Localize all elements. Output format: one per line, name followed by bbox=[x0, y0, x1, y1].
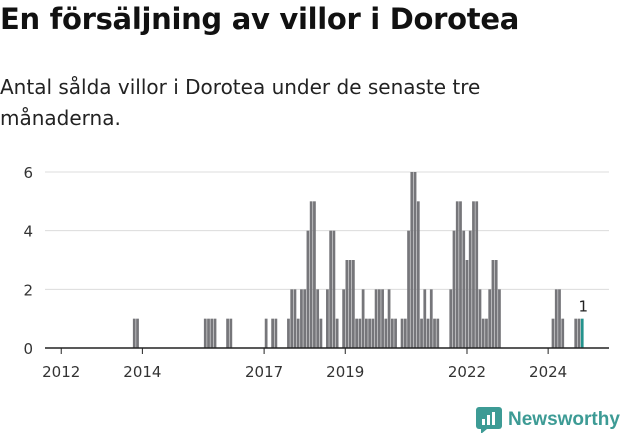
bar bbox=[368, 318, 371, 348]
y-tick-label: 0 bbox=[23, 340, 33, 358]
bar bbox=[426, 318, 430, 348]
bar bbox=[332, 230, 336, 348]
bar bbox=[345, 260, 349, 348]
bar bbox=[207, 318, 210, 348]
bar bbox=[462, 230, 466, 348]
page-subtitle: Antal sålda villor i Dorotea under de se… bbox=[0, 75, 481, 130]
bar bbox=[416, 201, 420, 348]
bar bbox=[374, 289, 378, 348]
bar bbox=[410, 172, 414, 348]
bar bbox=[433, 318, 436, 348]
bar bbox=[403, 318, 407, 348]
bar bbox=[290, 289, 294, 348]
bar bbox=[498, 289, 501, 348]
bar bbox=[287, 318, 290, 348]
bar bbox=[203, 318, 207, 348]
bar bbox=[313, 201, 316, 348]
bar bbox=[361, 289, 365, 348]
bar bbox=[136, 318, 139, 348]
bar bbox=[472, 201, 475, 348]
bar bbox=[355, 318, 358, 348]
bar bbox=[329, 230, 333, 348]
bar bbox=[377, 289, 381, 348]
x-tick-label: 2017 bbox=[245, 363, 283, 381]
bar bbox=[436, 318, 440, 348]
bar bbox=[387, 289, 391, 348]
bar bbox=[371, 318, 375, 348]
bar bbox=[561, 318, 565, 348]
bar bbox=[229, 318, 233, 348]
bar bbox=[390, 318, 394, 348]
bar bbox=[348, 260, 352, 348]
x-tick-label: 2022 bbox=[448, 363, 486, 381]
bar bbox=[309, 201, 313, 348]
newsworthy-icon bbox=[476, 407, 502, 433]
bar-highlight bbox=[580, 318, 584, 348]
bar bbox=[132, 318, 136, 348]
bar bbox=[420, 318, 423, 348]
bar-chart: 0 2 4 6 1 2012 2014 2017 2019 2022 2024 bbox=[23, 164, 609, 381]
bar bbox=[342, 289, 346, 348]
y-tick-label: 2 bbox=[23, 281, 33, 299]
x-tick-label: 2024 bbox=[529, 363, 567, 381]
bar bbox=[300, 289, 303, 348]
bar bbox=[468, 230, 472, 348]
bar bbox=[384, 318, 388, 348]
x-tick-label: 2019 bbox=[326, 363, 364, 381]
bar bbox=[429, 289, 433, 348]
x-tick-label: 2014 bbox=[123, 363, 161, 381]
bar bbox=[226, 318, 229, 348]
bar bbox=[358, 318, 362, 348]
bar bbox=[316, 289, 320, 348]
bar bbox=[413, 172, 417, 348]
bar bbox=[271, 318, 275, 348]
bar bbox=[381, 289, 384, 348]
bar bbox=[264, 318, 268, 348]
bar bbox=[558, 289, 561, 348]
bar bbox=[326, 289, 329, 348]
bar bbox=[293, 289, 297, 348]
bar bbox=[554, 289, 558, 348]
bar bbox=[551, 318, 555, 348]
x-tick-label: 2012 bbox=[42, 363, 80, 381]
bar bbox=[306, 230, 310, 348]
bar bbox=[319, 318, 323, 348]
bar bbox=[394, 318, 397, 348]
bar bbox=[210, 318, 214, 348]
bar bbox=[488, 289, 492, 348]
bar bbox=[481, 318, 485, 348]
bar bbox=[400, 318, 404, 348]
bar bbox=[577, 318, 581, 348]
bar bbox=[465, 260, 469, 348]
newsworthy-brand-name: Newsworthy bbox=[508, 409, 620, 430]
page-title: En försäljning av villor i Dorotea bbox=[0, 2, 519, 36]
bar bbox=[423, 289, 427, 348]
y-tick-label: 6 bbox=[23, 164, 33, 182]
bar bbox=[494, 260, 498, 348]
bar bbox=[296, 318, 300, 348]
newsworthy-logo: Newsworthy bbox=[476, 407, 620, 433]
bar bbox=[459, 201, 462, 348]
bar bbox=[491, 260, 495, 348]
bar bbox=[478, 289, 482, 348]
bar bbox=[485, 318, 488, 348]
y-tick-label: 4 bbox=[23, 223, 33, 241]
bar bbox=[335, 318, 339, 348]
bar bbox=[574, 318, 578, 348]
bar bbox=[455, 201, 459, 348]
bar bbox=[274, 318, 278, 348]
bar bbox=[351, 260, 355, 348]
bar-value-label: 1 bbox=[578, 298, 588, 316]
bar bbox=[475, 201, 479, 348]
bar bbox=[407, 230, 410, 348]
bar bbox=[452, 230, 456, 348]
bar bbox=[364, 318, 368, 348]
bar bbox=[303, 289, 307, 348]
bar bbox=[213, 318, 217, 348]
bar bbox=[449, 289, 453, 348]
